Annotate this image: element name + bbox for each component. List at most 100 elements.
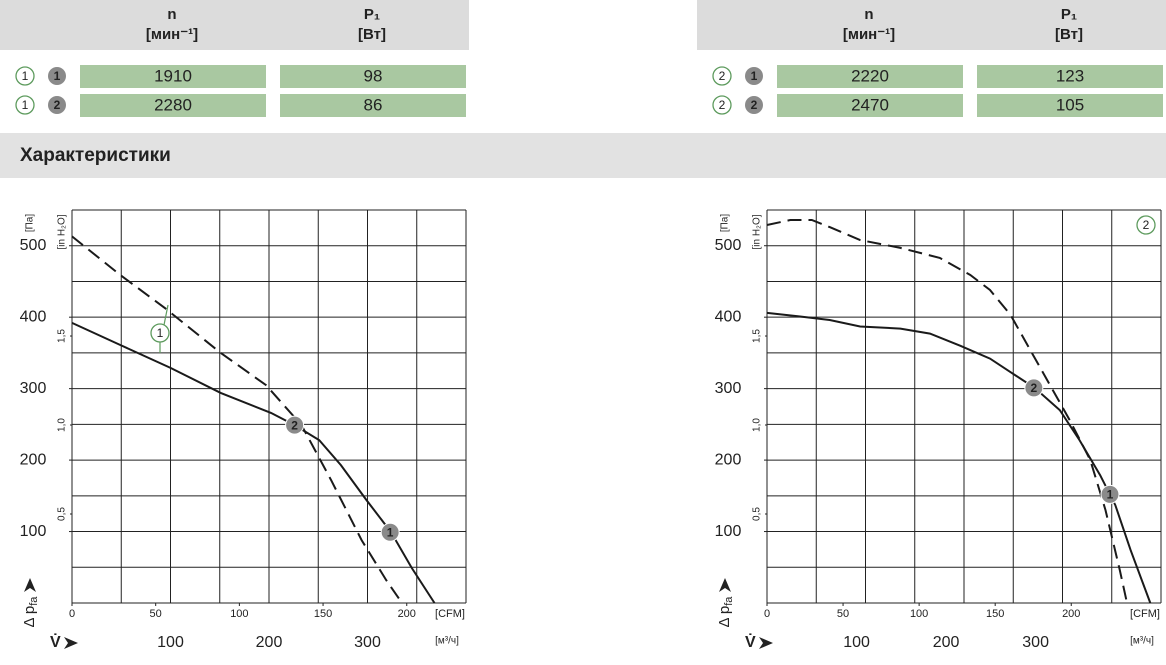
y2-tick-label: 0,5 xyxy=(752,507,763,521)
column-label: n xyxy=(864,6,873,23)
cell-value: 86 xyxy=(364,95,383,114)
x2-tick-label: 50 xyxy=(837,608,849,620)
point-number: 2 xyxy=(751,98,758,112)
x-tick-label: 100 xyxy=(157,634,184,651)
annotation-label: 2 xyxy=(1143,218,1150,232)
value-cell xyxy=(280,65,466,88)
y2-tick-label: 0,5 xyxy=(57,507,68,521)
x2-tick-label: 0 xyxy=(69,608,75,620)
y-tick-label: 400 xyxy=(20,308,47,325)
operating-point xyxy=(380,522,400,542)
value-cell xyxy=(977,65,1163,88)
x2-tick-label: 200 xyxy=(398,608,416,620)
x-label: V̇ xyxy=(745,633,756,651)
x2-tick-label: 50 xyxy=(150,608,162,620)
y-tick-label: 100 xyxy=(715,523,742,540)
column-label: P₁ xyxy=(1061,6,1077,23)
x-tick-label: 200 xyxy=(933,634,960,651)
section-title: Характеристики xyxy=(20,145,171,166)
point-icon xyxy=(48,67,66,85)
point-icon xyxy=(48,96,66,114)
point-number: 1 xyxy=(54,69,61,83)
y-tick-label: 200 xyxy=(715,451,742,468)
set-icon xyxy=(15,66,35,86)
cell-value: 123 xyxy=(1056,66,1084,85)
curve xyxy=(766,219,1128,604)
x2-tick-label: 0 xyxy=(764,608,770,620)
y-tick-label: 200 xyxy=(20,451,47,468)
y2-unit: [in H₂O] xyxy=(752,214,763,249)
operating-point-label: 2 xyxy=(1031,381,1038,395)
value-cell xyxy=(977,94,1163,117)
y-tick-label: 500 xyxy=(715,237,742,254)
set-icon xyxy=(712,66,732,86)
y-label-sub: fa xyxy=(723,596,735,606)
cell-value: 1910 xyxy=(154,66,192,85)
cell-value: 98 xyxy=(364,66,383,85)
cell-value: 2280 xyxy=(154,95,192,114)
set-icon xyxy=(712,95,732,115)
value-cell xyxy=(280,94,466,117)
y2-tick-label: 1,5 xyxy=(57,329,68,343)
cell-value: 105 xyxy=(1056,95,1084,114)
x-label: V̇ xyxy=(50,633,61,651)
y2-tick-label: 1,0 xyxy=(57,418,68,432)
point-icon xyxy=(745,67,763,85)
x2-tick-label: 100 xyxy=(910,608,928,620)
value-cell xyxy=(777,65,963,88)
cell-value: 2220 xyxy=(851,66,889,85)
column-unit: [мин⁻¹] xyxy=(843,26,895,43)
y-tick-label: 500 xyxy=(20,237,47,254)
operating-point-label: 2 xyxy=(291,418,298,432)
annotation-circle xyxy=(150,323,170,343)
value-cell xyxy=(80,65,266,88)
set-number: 1 xyxy=(22,69,29,83)
y-tick-label: 100 xyxy=(20,523,47,540)
operating-point-label: 1 xyxy=(387,525,394,539)
x-tick-label: 200 xyxy=(256,634,283,651)
y2-unit: [in H₂O] xyxy=(57,214,68,249)
x2-tick-label: 150 xyxy=(314,608,332,620)
y-tick-label: 300 xyxy=(715,380,742,397)
y-label: Δ pfa xyxy=(21,596,40,628)
x-arrow xyxy=(64,637,78,649)
column-label: n xyxy=(167,6,176,23)
column-label: P₁ xyxy=(364,6,380,23)
y-unit: [Па] xyxy=(25,214,36,233)
x-unit: [м³/ч] xyxy=(435,636,459,647)
y-arrow xyxy=(24,578,36,592)
x-unit: [м³/ч] xyxy=(1130,636,1154,647)
column-unit: [Вт] xyxy=(358,26,386,43)
table-header xyxy=(0,0,469,50)
x-tick-label: 300 xyxy=(354,634,381,651)
y-label: Δ pfa xyxy=(716,596,735,628)
y-unit: [Па] xyxy=(720,214,731,233)
point-number: 1 xyxy=(751,69,758,83)
value-cell xyxy=(777,94,963,117)
y-arrow xyxy=(719,578,731,592)
y-label-main: Δ p xyxy=(716,606,733,628)
x2-unit: [CFM] xyxy=(1130,608,1160,620)
set-number: 2 xyxy=(719,69,726,83)
cell-value: 2470 xyxy=(851,95,889,114)
x2-tick-label: 150 xyxy=(986,608,1004,620)
set-icon xyxy=(15,95,35,115)
operating-point xyxy=(1024,378,1044,398)
x2-tick-label: 100 xyxy=(230,608,248,620)
operating-point xyxy=(285,415,305,435)
y-tick-label: 300 xyxy=(20,380,47,397)
set-number: 1 xyxy=(22,98,29,112)
y-label-sub: fa xyxy=(28,596,40,606)
operating-point-label: 1 xyxy=(1107,488,1114,502)
curve xyxy=(71,321,436,604)
x-tick-label: 300 xyxy=(1022,634,1049,651)
x2-unit: [CFM] xyxy=(435,608,465,620)
y2-tick-label: 1,0 xyxy=(752,418,763,432)
set-number: 2 xyxy=(719,98,726,112)
point-icon xyxy=(745,96,763,114)
annotation-leader xyxy=(163,304,169,326)
annotation-circle xyxy=(1136,215,1156,235)
column-unit: [Вт] xyxy=(1055,26,1083,43)
y2-tick-label: 1,5 xyxy=(752,329,763,343)
